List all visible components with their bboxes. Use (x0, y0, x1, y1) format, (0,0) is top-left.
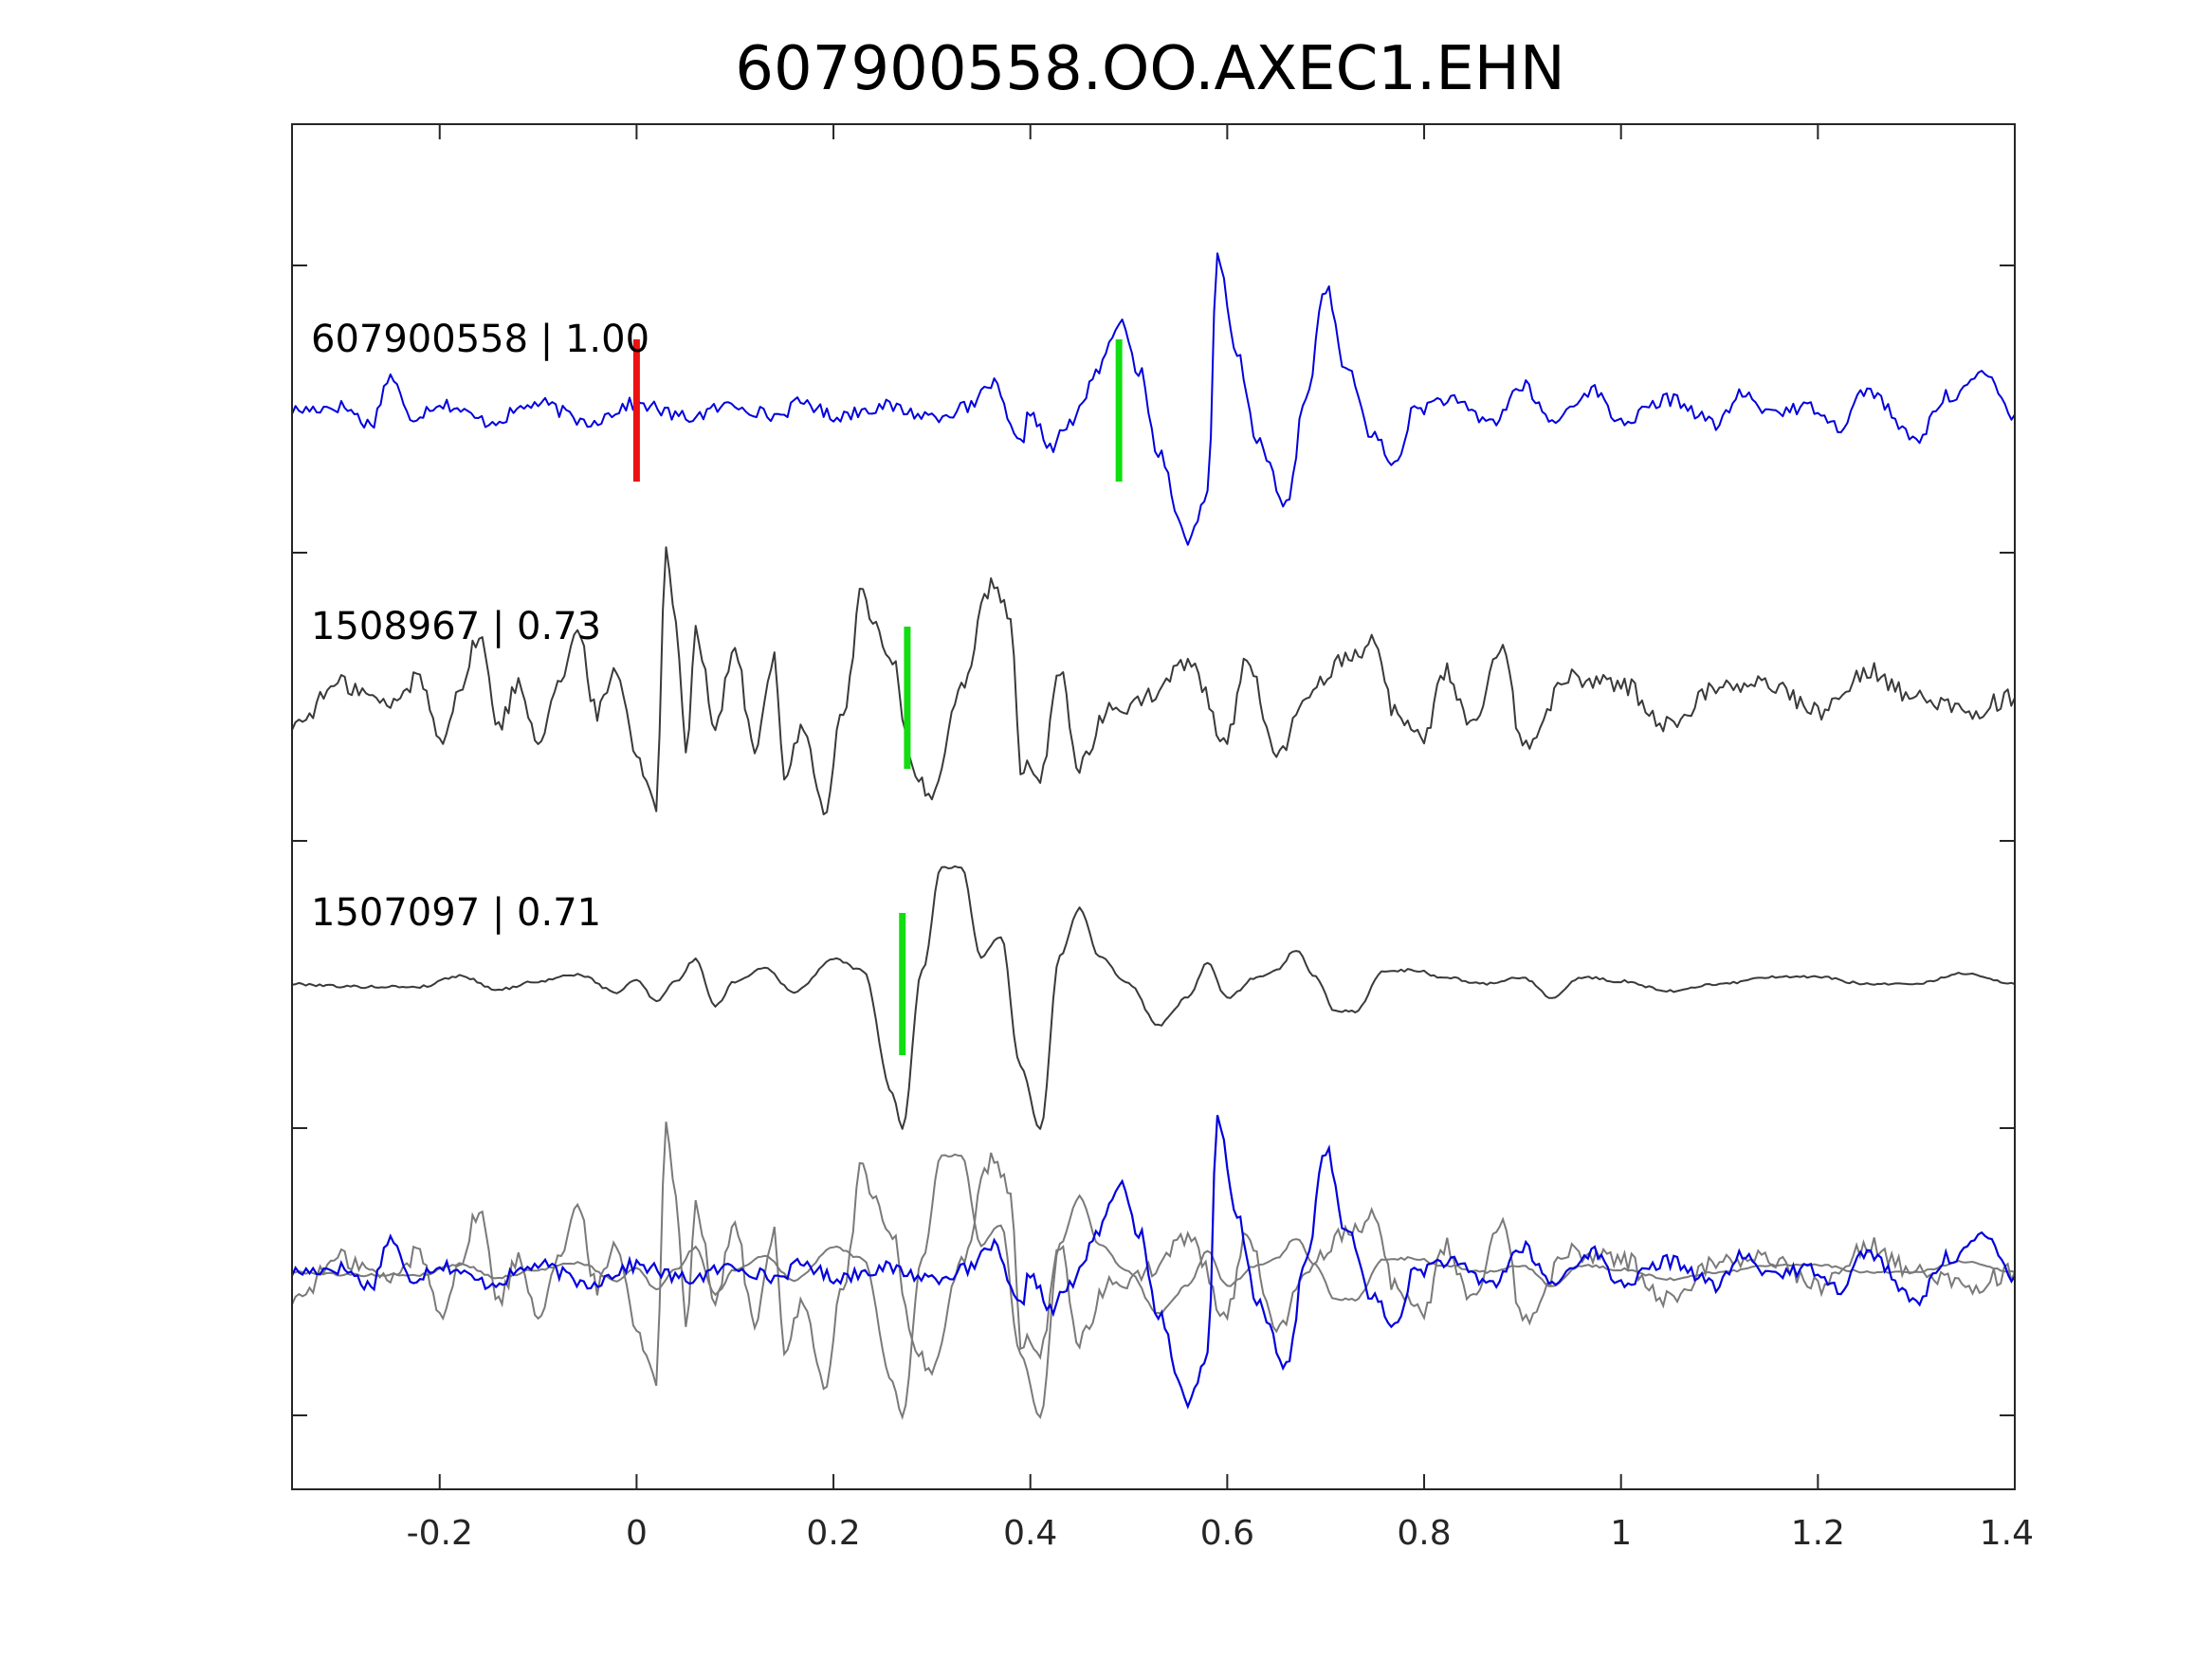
overlay-stack (290, 1115, 2016, 1420)
overlay-reference-2-line (291, 1153, 2016, 1420)
axes-frame (291, 123, 2016, 1490)
trace-3-line (291, 865, 2016, 1130)
trace-stack (291, 252, 2016, 1130)
phase-picks (632, 339, 1123, 1055)
x-tick-label: 0.8 (1397, 1514, 1451, 1553)
x-tick-label: 1.2 (1791, 1514, 1845, 1553)
overlay-reference-1-line (291, 1121, 2016, 1391)
overlay-primary-line (290, 1115, 2016, 1410)
trace-1-line (291, 252, 2016, 546)
x-tick-label: 0.2 (806, 1514, 860, 1553)
chart-title: 607900558.OO.AXEC1.EHN (735, 34, 1565, 104)
x-tick-label: -0.2 (407, 1514, 473, 1553)
x-tick-label: 0.4 (1003, 1514, 1057, 1553)
x-tick-label: 0 (626, 1514, 648, 1553)
x-tick-label: 1.4 (1980, 1514, 2034, 1553)
axis-ticks: -0.2 0 0.2 0.4 0.6 0.8 1 1.2 1.4 (292, 124, 2034, 1553)
trace-2-label: 1508967 | 0.73 (311, 605, 601, 648)
trace-2-line (291, 546, 2016, 815)
x-tick-label: 0.6 (1200, 1514, 1254, 1553)
trace-3-label: 1507097 | 0.71 (311, 891, 601, 935)
x-tick-label: 1 (1610, 1514, 1632, 1553)
trace-1-label: 607900558 | 1.00 (311, 318, 649, 361)
trace-labels: 607900558 | 1.00 1508967 | 0.73 1507097 | … (311, 318, 649, 935)
